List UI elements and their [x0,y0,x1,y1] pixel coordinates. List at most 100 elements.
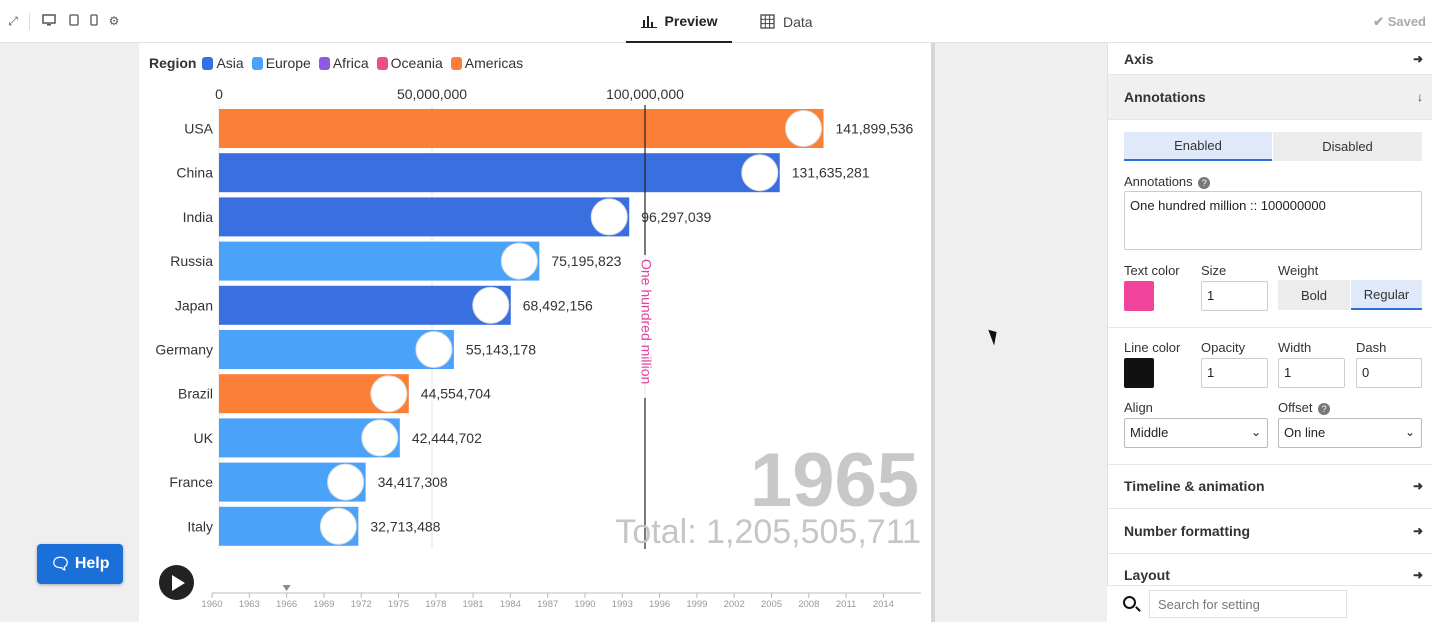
timeline-tick-label: 1999 [686,599,707,610]
timeline-tick-label: 2008 [798,599,819,610]
tablet-view-icon[interactable] [67,14,81,28]
offset-value: On line [1284,425,1326,440]
timeline-tick-label: 2005 [761,599,782,610]
legend-item[interactable]: Africa [318,55,369,71]
section-axis[interactable]: Axis ➜ [1108,43,1432,75]
arrow-right-icon: ➜ [1412,51,1423,66]
settings-panel: Axis ➜ Annotations ↓ Enabled Disabled An… [1107,43,1432,622]
tab-data[interactable]: Data [760,0,820,43]
legend-swatch [318,56,330,70]
timeline-tick-label: 1969 [313,599,334,610]
category-label: UK [194,430,214,446]
legend-item[interactable]: Oceania [376,55,443,71]
section-number-formatting[interactable]: Number formatting ➜ [1108,509,1432,554]
play-button[interactable] [159,565,194,600]
offset-label: Offset ? [1278,400,1331,415]
value-label: 55,143,178 [466,342,536,358]
chat-icon: 🗨 [50,556,71,573]
expand-icon[interactable]: ⤢ [8,14,18,28]
section-number-formatting-label: Number formatting [1124,523,1250,539]
annotations-textarea[interactable]: One hundred million :: 100000000 [1124,191,1422,250]
bar-chart-icon [640,15,657,28]
timeline-tick-label: 1984 [500,599,521,610]
disabled-toggle[interactable]: Disabled [1273,132,1422,161]
search-input[interactable]: Search for setting [1149,590,1347,618]
timeline-tick-label: 2011 [836,599,856,610]
timeline-tick-label: 1978 [425,599,446,610]
dash-input[interactable]: 0 [1356,358,1422,388]
bold-toggle[interactable]: Bold [1278,280,1350,310]
chevron-down-icon: ⌄ [1250,425,1261,439]
divider [1108,464,1432,465]
legend-swatch [450,56,462,70]
legend-item[interactable]: Americas [450,55,524,71]
bar [219,285,511,325]
flag-icon [472,286,510,324]
value-label: 131,635,281 [792,165,870,181]
saved-label: Saved [1387,14,1426,29]
legend-item[interactable]: Europe [251,55,311,71]
tab-preview[interactable]: Preview [626,0,732,43]
flag-icon [741,154,779,192]
section-timeline[interactable]: Timeline & animation ➜ [1108,464,1432,509]
timeline-tick-label: 2014 [873,599,894,610]
flag-icon [784,110,822,147]
legend-label: Americas [464,55,524,71]
help-label: Help [74,555,110,572]
section-annotations[interactable]: Annotations ↓ [1108,75,1432,120]
size-input[interactable]: 1 [1201,281,1268,311]
offset-select[interactable]: On line ⌄ [1278,418,1422,448]
dash-label: Dash [1356,340,1387,355]
bar [219,153,780,193]
category-label: France [169,474,213,490]
align-select[interactable]: Middle ⌄ [1124,418,1268,448]
desktop-view-icon[interactable] [42,14,56,28]
legend-swatch [376,56,388,70]
section-annotations-label: Annotations [1124,89,1206,105]
width-input[interactable]: 1 [1278,358,1345,388]
flag-icon [319,507,357,545]
section-axis-label: Axis [1124,50,1154,67]
chart-preview-panel: Region Asia Europe Africa Oceania Americ… [139,43,931,622]
text-color-swatch[interactable] [1124,281,1154,311]
legend-item[interactable]: Asia [202,55,244,71]
search-icon [1123,596,1136,609]
help-button[interactable]: 🗨 Help [37,544,123,584]
value-label: 75,195,823 [551,253,621,269]
bar [219,330,454,369]
table-icon [760,14,775,29]
legend-label: Asia [216,55,244,71]
timeline-tick-label: 1990 [574,599,595,610]
mouse-cursor [988,327,1001,346]
legend-label: Europe [265,55,311,71]
enabled-toggle[interactable]: Enabled [1124,132,1272,161]
value-label: 68,492,156 [523,297,593,313]
bar [219,197,630,237]
help-icon[interactable]: ? [1318,402,1331,415]
line-color-label: Line color [1124,340,1181,355]
mobile-view-icon[interactable] [87,14,101,28]
text-color-label: Text color [1124,263,1180,278]
divider [29,13,30,30]
panel-divider[interactable] [931,43,935,622]
legend-label: Africa [332,55,369,71]
timeline-tick-label: 1972 [351,599,372,610]
help-icon[interactable]: ? [1198,176,1211,189]
regular-toggle[interactable]: Regular [1351,280,1422,310]
timeline-tick-label: 1975 [388,599,409,610]
settings-gear-icon[interactable]: ⚙ [108,14,120,28]
timeline-tick-label: 1960 [201,599,222,610]
check-icon: ✔ [1373,14,1385,29]
section-timeline-label: Timeline & animation [1124,478,1265,494]
timeline-tick-label: 2002 [724,599,745,610]
legend-swatch [202,56,214,70]
opacity-input[interactable]: 1 [1201,358,1268,388]
value-label: 32,713,488 [370,518,440,534]
arrow-right-icon: ➜ [1412,567,1423,582]
flag-icon [415,331,453,368]
line-color-swatch[interactable] [1124,358,1154,388]
settings-search: Search for setting [1107,585,1432,622]
current-year-label: 1965 [749,438,919,523]
chevron-down-icon: ⌄ [1404,425,1415,439]
legend-title: Region [149,55,197,71]
